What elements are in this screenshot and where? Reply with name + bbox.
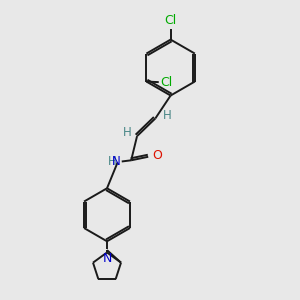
Text: O: O xyxy=(152,149,162,162)
Text: N: N xyxy=(102,252,112,265)
Text: H: H xyxy=(123,126,132,139)
Text: Cl: Cl xyxy=(164,14,177,27)
Text: N: N xyxy=(112,155,121,168)
Text: Cl: Cl xyxy=(160,76,172,88)
Text: H: H xyxy=(108,155,116,168)
Text: H: H xyxy=(163,109,171,122)
